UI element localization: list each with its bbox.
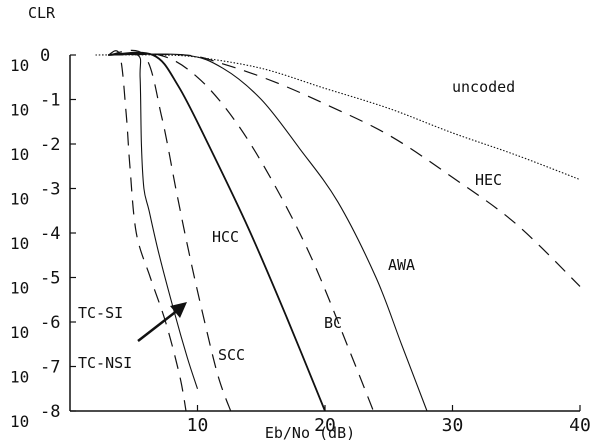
label-hec: HEC xyxy=(475,171,502,189)
y-tick-label-base: 10 xyxy=(10,234,29,253)
label-tc-nsi: TC-NSI xyxy=(78,354,132,372)
y-tick-label-base: 10 xyxy=(10,56,29,75)
y-tick-label-base: 10 xyxy=(10,145,29,164)
y-tick-label-base: 10 xyxy=(10,101,29,120)
y-tick-label-exponent: -5 xyxy=(40,269,60,289)
x-axis-title: Eb/No (dB) xyxy=(265,424,355,441)
x-tick-label: 40 xyxy=(569,415,591,436)
label-bc: BC xyxy=(324,314,342,332)
arrow-annotation xyxy=(137,302,187,342)
y-axis-title: CLR xyxy=(28,4,56,22)
curve-awa xyxy=(108,53,428,412)
y-tick-label-exponent: -2 xyxy=(40,135,60,155)
curve-bc xyxy=(108,52,374,412)
y-tick-label-exponent: 0 xyxy=(40,46,50,66)
x-tick-label: 30 xyxy=(442,415,464,436)
label-awa: AWA xyxy=(388,256,415,274)
arrow-shaft xyxy=(137,309,179,342)
curve-hec xyxy=(108,53,581,287)
y-tick-label-exponent: -3 xyxy=(40,180,60,200)
x-tick-label: 20 xyxy=(314,415,336,436)
curve-tcsi xyxy=(108,52,199,389)
label-hcc: HCC xyxy=(212,228,239,246)
y-tick-label-exponent: -8 xyxy=(40,402,60,422)
y-tick-label-exponent: -6 xyxy=(40,313,60,333)
label-uncoded: uncoded xyxy=(452,78,515,96)
y-tick-label-base: 10 xyxy=(10,412,29,431)
y-tick-label-exponent: -4 xyxy=(40,224,60,244)
curve-tcnsi xyxy=(108,50,187,412)
arrow-head xyxy=(170,302,187,318)
y-tick-label-base: 10 xyxy=(10,323,29,342)
x-tick-label: 10 xyxy=(187,415,209,436)
y-tick-label-base: 10 xyxy=(10,368,29,387)
curve-labels: uncoded HEC AWA BC HCC SCC TC-SI TC-NSI xyxy=(78,78,515,372)
y-tick-label-exponent: -1 xyxy=(40,91,60,111)
label-tc-si: TC-SI xyxy=(78,304,123,322)
label-scc: SCC xyxy=(218,346,245,364)
y-tick-label-exponent: -7 xyxy=(40,358,60,378)
tick-marks: 10 0 10 -1 10 -2 10 -3 10 -4 10 -5 10 -6 10 -7 10 -8 10 20 3… xyxy=(10,46,591,436)
curve-uncoded xyxy=(95,54,581,181)
y-tick-label-base: 10 xyxy=(10,279,29,298)
curves xyxy=(95,49,581,412)
curve-hcc xyxy=(108,51,326,412)
axes xyxy=(69,55,580,412)
y-tick-label-base: 10 xyxy=(10,190,29,209)
